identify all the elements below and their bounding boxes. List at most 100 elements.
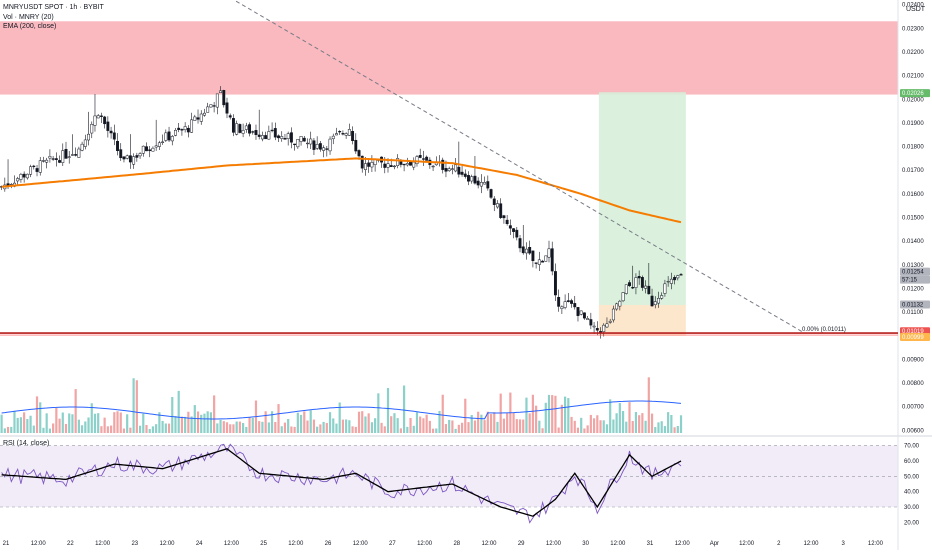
candle — [219, 90, 223, 93]
candle — [125, 155, 129, 159]
volume-bar — [367, 413, 370, 433]
volume-bar — [258, 421, 261, 433]
volume-bar — [232, 424, 235, 433]
volume-bar — [113, 412, 116, 433]
candle — [502, 215, 506, 219]
volume-bar — [209, 412, 212, 433]
volume-bar — [13, 411, 16, 433]
candle — [315, 144, 319, 149]
time-tick-label: 29 — [518, 541, 525, 547]
volume-bar — [634, 411, 638, 433]
volume-bar — [39, 402, 42, 433]
candle — [32, 165, 36, 168]
volume-bar — [489, 414, 493, 433]
candle — [525, 248, 528, 254]
candle — [560, 306, 564, 309]
candle — [54, 158, 58, 160]
volume-bar — [554, 395, 557, 433]
candle — [657, 297, 660, 304]
volume-bar — [332, 418, 335, 433]
volume-bar — [319, 424, 322, 433]
candle — [70, 154, 74, 156]
candle — [277, 135, 280, 139]
volume-bar — [512, 412, 515, 433]
candle — [492, 198, 496, 205]
candle — [344, 133, 348, 136]
volume-bar — [667, 412, 670, 433]
candle — [286, 133, 290, 140]
volume-bar — [374, 418, 377, 433]
price-tick-label: 0.02000 — [902, 97, 924, 103]
volume-bar — [647, 377, 650, 433]
price-tick-label: 0.02200 — [902, 50, 924, 56]
candle — [29, 166, 33, 175]
volume-ma-line — [1, 400, 682, 420]
volume-bar — [264, 411, 267, 433]
volume-bar — [538, 420, 541, 433]
candle — [141, 145, 145, 154]
volume-bar — [283, 422, 287, 433]
volume-bar — [290, 426, 293, 433]
volume-bar — [103, 417, 106, 433]
candle — [151, 147, 155, 152]
volume-bar — [502, 418, 506, 433]
volume-bar — [274, 422, 277, 433]
volume-bar — [506, 413, 509, 433]
volume-bar — [184, 416, 187, 433]
volume-bar — [261, 421, 264, 433]
volume-bar — [229, 424, 232, 433]
candle — [479, 182, 483, 187]
candle — [157, 142, 161, 147]
volume-bar — [541, 428, 544, 433]
volume-bar — [193, 405, 196, 433]
volume-layer — [0, 377, 683, 433]
time-tick-label: 12:00 — [95, 541, 111, 547]
volume-bar — [470, 415, 473, 433]
volume-bar — [174, 416, 177, 433]
candle — [508, 225, 512, 229]
candle — [106, 121, 110, 131]
volume-bar — [180, 416, 184, 433]
candle — [354, 139, 358, 152]
candle — [264, 135, 268, 140]
candle — [209, 104, 213, 108]
volume-bar — [277, 404, 280, 433]
volume-bar — [55, 407, 58, 433]
time-tick-label: 12:00 — [224, 541, 240, 547]
volume-bar — [119, 412, 122, 433]
volume-bar — [87, 417, 90, 433]
candle — [280, 136, 284, 139]
volume-bar — [129, 427, 132, 433]
price-tick-label: 0.01200 — [902, 286, 924, 292]
ema-legend[interactable]: EMA (200, close) — [3, 23, 57, 30]
candle — [608, 320, 612, 323]
price-tick-label: 0.00700 — [902, 405, 924, 411]
candle — [257, 134, 261, 137]
volume-bar — [48, 428, 51, 433]
volume-bar — [225, 422, 229, 433]
volume-bar — [345, 419, 348, 433]
price-tag — [900, 267, 930, 276]
rsi-legend[interactable]: RSI (14, close) — [3, 440, 50, 447]
candle — [573, 303, 577, 308]
symbol-title[interactable]: MNRYUSDT SPOT · 1h · BYBIT — [3, 4, 104, 11]
price-tag-label: 0.01132 — [902, 303, 924, 309]
rsi-ma-line — [1, 447, 682, 517]
time-tick-label: 28 — [453, 541, 460, 547]
price-tick-label: 0.00900 — [902, 357, 924, 363]
volume-bar — [325, 423, 328, 433]
time-tick-label: 12:00 — [739, 541, 755, 547]
candle — [135, 155, 139, 158]
volume-bar — [280, 426, 283, 433]
volume-bar — [467, 422, 470, 433]
candle — [460, 171, 464, 175]
volume-bar — [609, 399, 612, 433]
volume-bar — [422, 418, 425, 433]
candle — [248, 124, 251, 134]
volume-legend[interactable]: Vol · MNRY (20) — [3, 14, 54, 21]
volume-bar — [473, 420, 477, 433]
rsi-tick-label: 30.00 — [904, 505, 920, 511]
volume-bar — [206, 411, 209, 433]
